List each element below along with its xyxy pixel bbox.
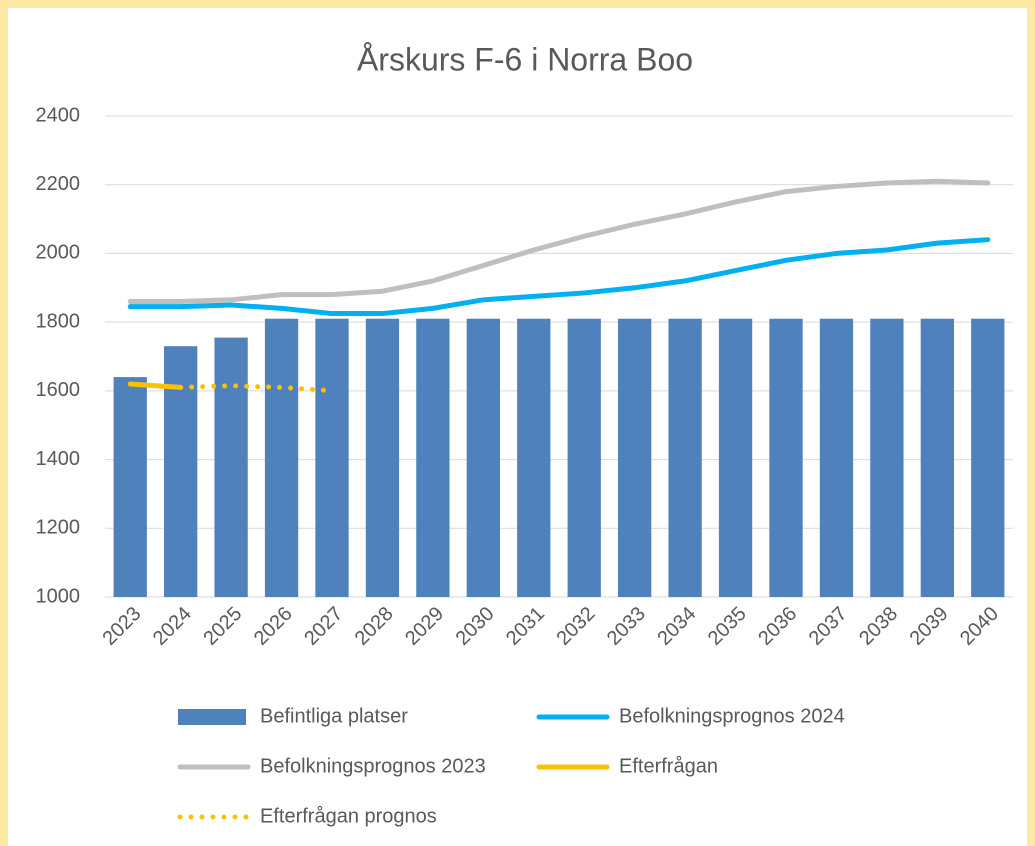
bar [971, 318, 1005, 597]
chart-title: Årskurs F-6 i Norra Boo [357, 41, 693, 77]
y-tick-label: 1800 [36, 310, 81, 332]
y-tick-label: 1400 [36, 448, 81, 470]
line [127, 237, 991, 317]
bar [668, 318, 702, 597]
bar [618, 318, 652, 597]
bar [920, 318, 954, 597]
bar [769, 318, 803, 597]
bar [113, 377, 147, 597]
legend-label: Efterfrågan [619, 755, 718, 777]
bar [517, 318, 551, 597]
line [127, 178, 991, 305]
bar [718, 318, 753, 597]
bar [214, 337, 248, 597]
bar [466, 318, 500, 597]
line [127, 381, 184, 390]
line [178, 383, 335, 394]
legend-swatch [178, 709, 246, 725]
y-tick-label: 2000 [36, 242, 81, 264]
legend-label: Befintliga platser [260, 705, 408, 727]
bar [264, 318, 299, 597]
y-tick-label: 2200 [36, 173, 81, 195]
y-tick-label: 1200 [36, 517, 81, 539]
bar [164, 346, 198, 597]
bar [315, 318, 349, 597]
bar [416, 318, 450, 597]
y-tick-label: 2400 [36, 104, 81, 126]
y-tick-label: 1000 [36, 585, 81, 607]
bar [870, 318, 904, 597]
bar [819, 318, 854, 597]
legend-label: Efterfrågan prognos [260, 805, 437, 827]
legend-label: Befolkningsprognos 2024 [619, 705, 845, 727]
bar [365, 318, 400, 597]
bar [567, 318, 601, 597]
y-tick-label: 1600 [36, 379, 81, 401]
legend-label: Befolkningsprognos 2023 [260, 755, 486, 777]
